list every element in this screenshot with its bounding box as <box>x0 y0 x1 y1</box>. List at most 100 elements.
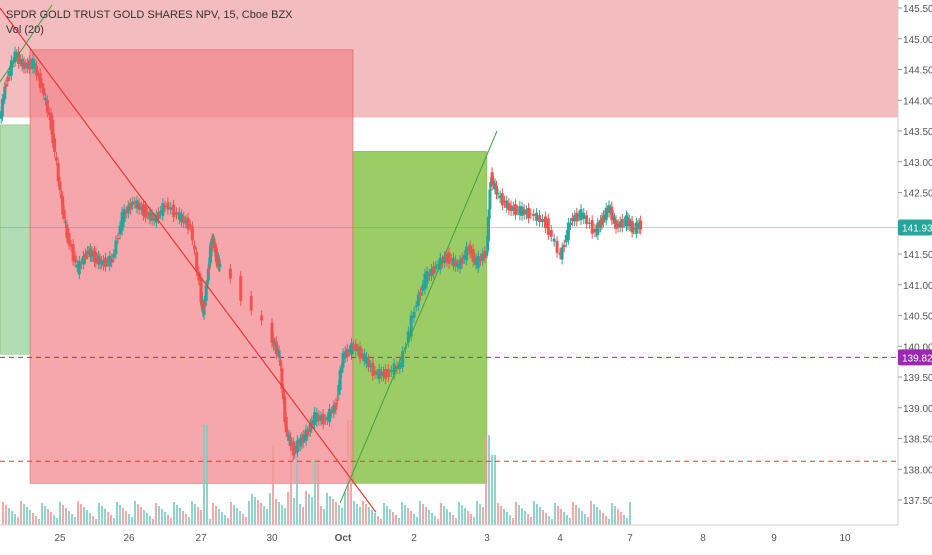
candle-body <box>369 365 373 368</box>
trendline-up <box>339 130 498 504</box>
volume-bar <box>17 517 19 525</box>
volume-bar <box>263 506 265 525</box>
time-tick-label: Oct <box>335 533 352 544</box>
volume-bar <box>389 509 391 525</box>
candle-body <box>582 212 586 219</box>
volume-bar <box>200 510 202 525</box>
volume-bar <box>437 519 439 525</box>
volume-bar <box>287 492 289 525</box>
price-tick-label: 140.00 <box>903 342 932 353</box>
candle-body <box>42 87 46 96</box>
volume-bar <box>302 507 304 525</box>
volume-bar <box>269 493 271 525</box>
candle-body <box>6 76 10 82</box>
volume-bar <box>542 510 544 525</box>
candle-body <box>379 371 383 377</box>
volume-bar <box>386 506 388 525</box>
candle-body <box>471 249 475 262</box>
candle-body <box>38 73 42 88</box>
volume-bar <box>128 514 130 525</box>
candle-body <box>487 209 491 219</box>
price-tick-label: 145.50 <box>903 4 932 15</box>
volume-bar <box>578 508 580 525</box>
volume-bar <box>146 513 148 525</box>
candle-body <box>15 54 19 57</box>
candle-body <box>190 226 194 241</box>
volume-bar <box>173 502 175 525</box>
volume-bar <box>218 509 220 525</box>
candle-body <box>188 224 192 227</box>
candle-body <box>120 212 124 231</box>
candle-body <box>386 369 390 377</box>
volume-bar <box>98 503 100 525</box>
volume-bar <box>290 430 292 525</box>
candle-body <box>627 219 631 227</box>
volume-bar <box>329 496 331 525</box>
volume-bar <box>422 504 424 525</box>
candle-body <box>432 266 436 274</box>
candle-body <box>334 402 338 410</box>
volume-bar <box>140 507 142 525</box>
candle-body <box>325 416 329 421</box>
volume-bar <box>545 513 547 525</box>
candle-body <box>350 343 354 355</box>
volume-bar <box>425 507 427 525</box>
volume-bar <box>116 502 118 525</box>
volume-bar <box>284 508 286 525</box>
volume-bar <box>413 514 415 525</box>
volume-bar <box>515 502 517 525</box>
candle-body <box>67 233 71 245</box>
candle-body <box>44 97 48 101</box>
volume-bar <box>596 507 598 525</box>
candle-body <box>296 440 300 453</box>
trendline-down <box>0 7 377 513</box>
volume-bar <box>278 502 280 525</box>
candle-body <box>358 346 362 359</box>
candle-body <box>354 343 358 352</box>
candle-body <box>26 62 30 69</box>
volume-bar <box>554 503 556 525</box>
volume-bar <box>470 514 472 525</box>
volume-bar <box>629 502 631 525</box>
volume-bar <box>494 455 496 525</box>
last-price-label-box <box>898 219 932 236</box>
volume-bar <box>497 503 499 525</box>
candle-body <box>434 266 438 269</box>
candle-body <box>496 193 500 195</box>
level-price-label-text: 139.82 <box>902 353 932 364</box>
candle-body <box>270 322 274 343</box>
price-tick-label: 145.00 <box>903 35 932 46</box>
volume-bar <box>260 503 262 525</box>
candle-body <box>427 273 431 277</box>
volume-bar <box>149 516 151 525</box>
candle-body <box>571 217 575 222</box>
volume-bar <box>8 508 10 525</box>
candle-body <box>286 432 290 437</box>
volume-bar <box>410 511 412 525</box>
candle-body <box>449 258 453 261</box>
candle-body <box>313 412 317 425</box>
volume-bar <box>380 519 382 525</box>
candle-body <box>281 388 285 400</box>
candle-body <box>535 212 539 221</box>
volume-bar <box>80 504 82 525</box>
candle-body <box>356 348 360 352</box>
volume-bar <box>41 503 43 525</box>
time-tick-label: 26 <box>123 533 135 544</box>
candle-body <box>3 86 7 100</box>
candle-body <box>150 214 154 221</box>
candle-body <box>529 213 533 215</box>
volume-bar <box>77 501 79 525</box>
volume-bar <box>566 515 568 525</box>
volume-bar <box>506 512 508 525</box>
candle-body <box>347 349 351 352</box>
candle-body <box>146 212 150 215</box>
candle-body <box>4 84 8 87</box>
volume-bar <box>452 515 454 525</box>
zone-long-position-left <box>0 124 31 355</box>
volume-bar <box>44 506 46 525</box>
volume-bar <box>92 516 94 525</box>
volume-bar <box>443 506 445 525</box>
